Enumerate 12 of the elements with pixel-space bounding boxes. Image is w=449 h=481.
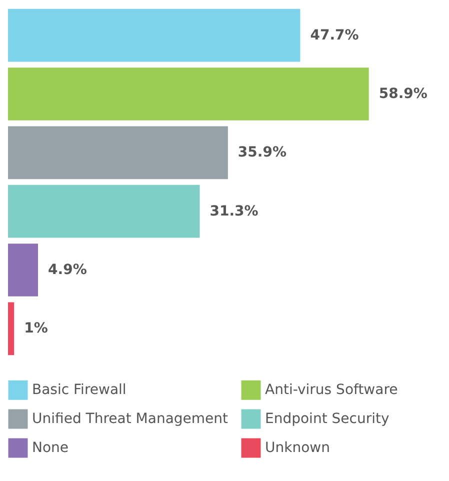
data-label: 1% [24, 320, 48, 337]
legend-label: Basic Firewall [32, 382, 126, 398]
legend-label: Unknown [265, 440, 330, 456]
data-label: 35.9% [238, 144, 287, 161]
legend-label: Anti-virus Software [265, 382, 398, 398]
legend-label: None [32, 440, 69, 456]
legend-label: Endpoint Security [265, 411, 390, 427]
data-label: 31.3% [210, 203, 258, 220]
data-label: 58.9% [378, 86, 428, 102]
data-label: 4.9% [48, 262, 87, 278]
legend-label: Unified Threat Management [32, 411, 229, 427]
data-label: 47.7% [310, 27, 359, 44]
